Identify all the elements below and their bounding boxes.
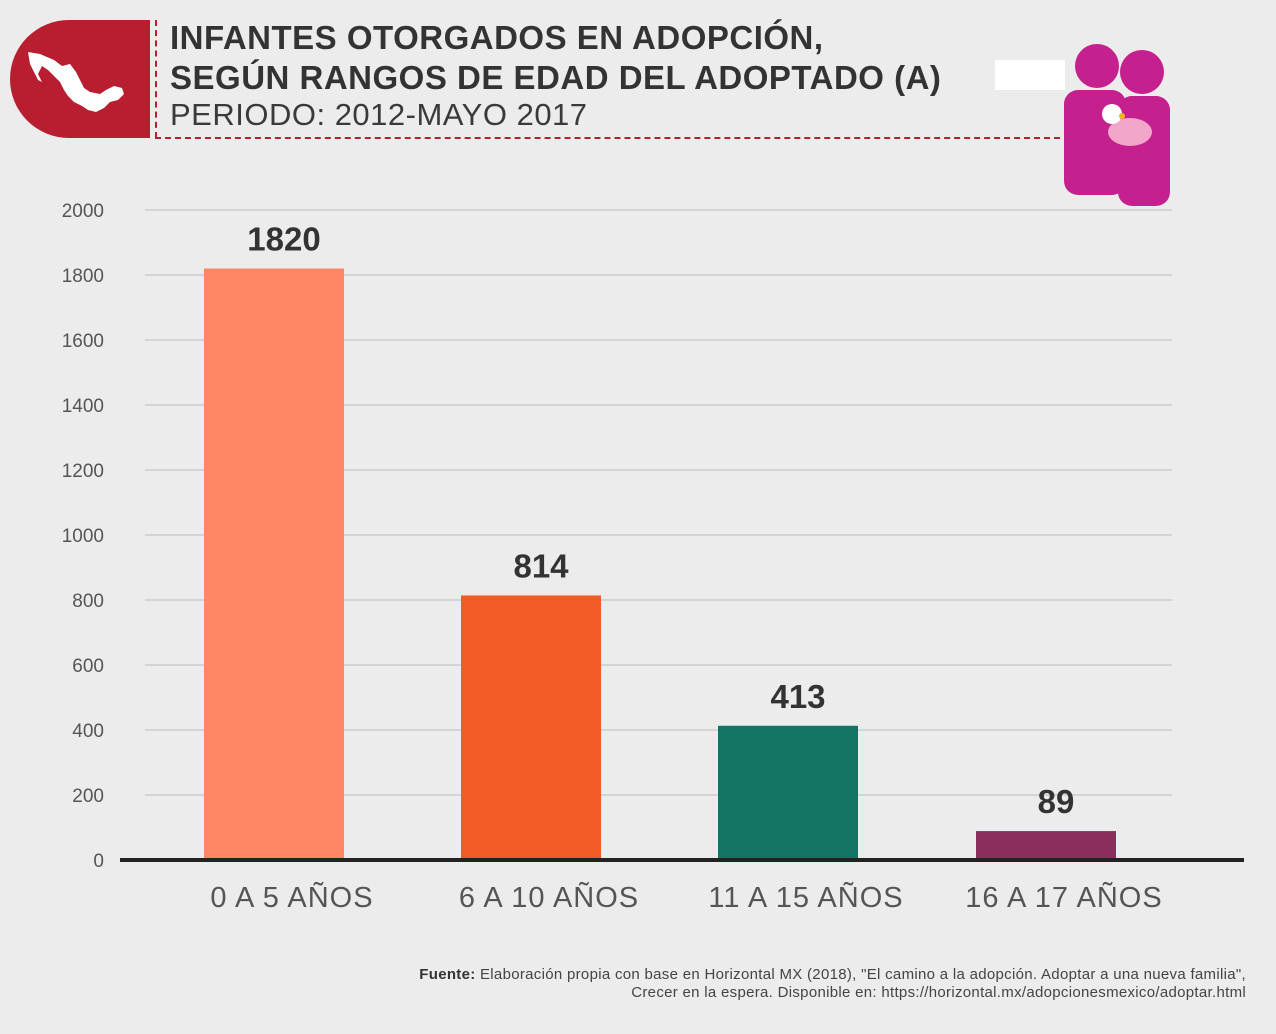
bar [718,725,858,858]
page-subtitle: PERIODO: 2012-MAYO 2017 [170,97,588,132]
y-tick-label: 800 [72,591,104,612]
decorative-strip [995,60,1065,90]
header-divider [155,20,157,138]
title-line-2: SEGÚN RANGOS DE EDAD DEL ADOPTADO (A) [170,59,942,96]
data-labels: 1820 814 413 89 [247,221,1074,821]
y-tick-label: 600 [72,656,104,677]
y-tick-label: 1000 [62,526,104,547]
y-tick-label: 1600 [62,331,104,352]
y-axis-ticks: 0 200 400 600 800 1000 1200 1400 1600 1800 2000 [62,201,104,872]
y-tick-label: 1400 [62,396,104,417]
source-note: Fuente: Elaboración propia con base en H… [419,966,1246,1002]
y-tick-label: 400 [72,721,104,742]
source-line-2: Crecer en la espera. Disponible en: http… [631,984,1246,1001]
x-tick-label: 6 A 10 AÑOS [459,880,639,914]
y-tick-label: 0 [93,851,104,872]
bar [461,595,601,858]
bar [204,268,344,858]
x-axis-labels: 0 A 5 AÑOS 6 A 10 AÑOS 11 A 15 AÑOS 16 A 17… [210,880,1162,914]
source-label: Fuente: [419,966,476,983]
source-line-1: Elaboración propia con base en Horizonta… [480,966,1246,983]
data-label: 89 [1038,783,1075,820]
x-tick-label: 11 A 15 AÑOS [708,880,903,914]
y-tick-label: 1200 [62,461,104,482]
y-tick-label: 1800 [62,266,104,287]
title-line-1: INFANTES OTORGADOS EN ADOPCIÓN, [170,19,824,56]
x-tick-label: 16 A 17 AÑOS [965,880,1162,914]
x-tick-label: 0 A 5 AÑOS [210,880,373,914]
bars [204,268,1116,858]
bar-chart: 0 200 400 600 800 1000 1200 1400 1600 1800 2000 18… [62,201,1244,914]
page-title: INFANTES OTORGADOS EN ADOPCIÓN, SEGÚN RA… [170,18,941,98]
data-label: 413 [770,678,825,715]
data-label: 1820 [247,221,320,258]
mexico-map-icon [28,52,124,112]
header-underline [155,137,1060,139]
header-badge [10,20,150,138]
y-tick-label: 200 [72,786,104,807]
data-label: 814 [513,547,569,584]
family-icon [1064,44,1170,206]
y-tick-label: 2000 [62,201,104,222]
bar [976,831,1116,858]
